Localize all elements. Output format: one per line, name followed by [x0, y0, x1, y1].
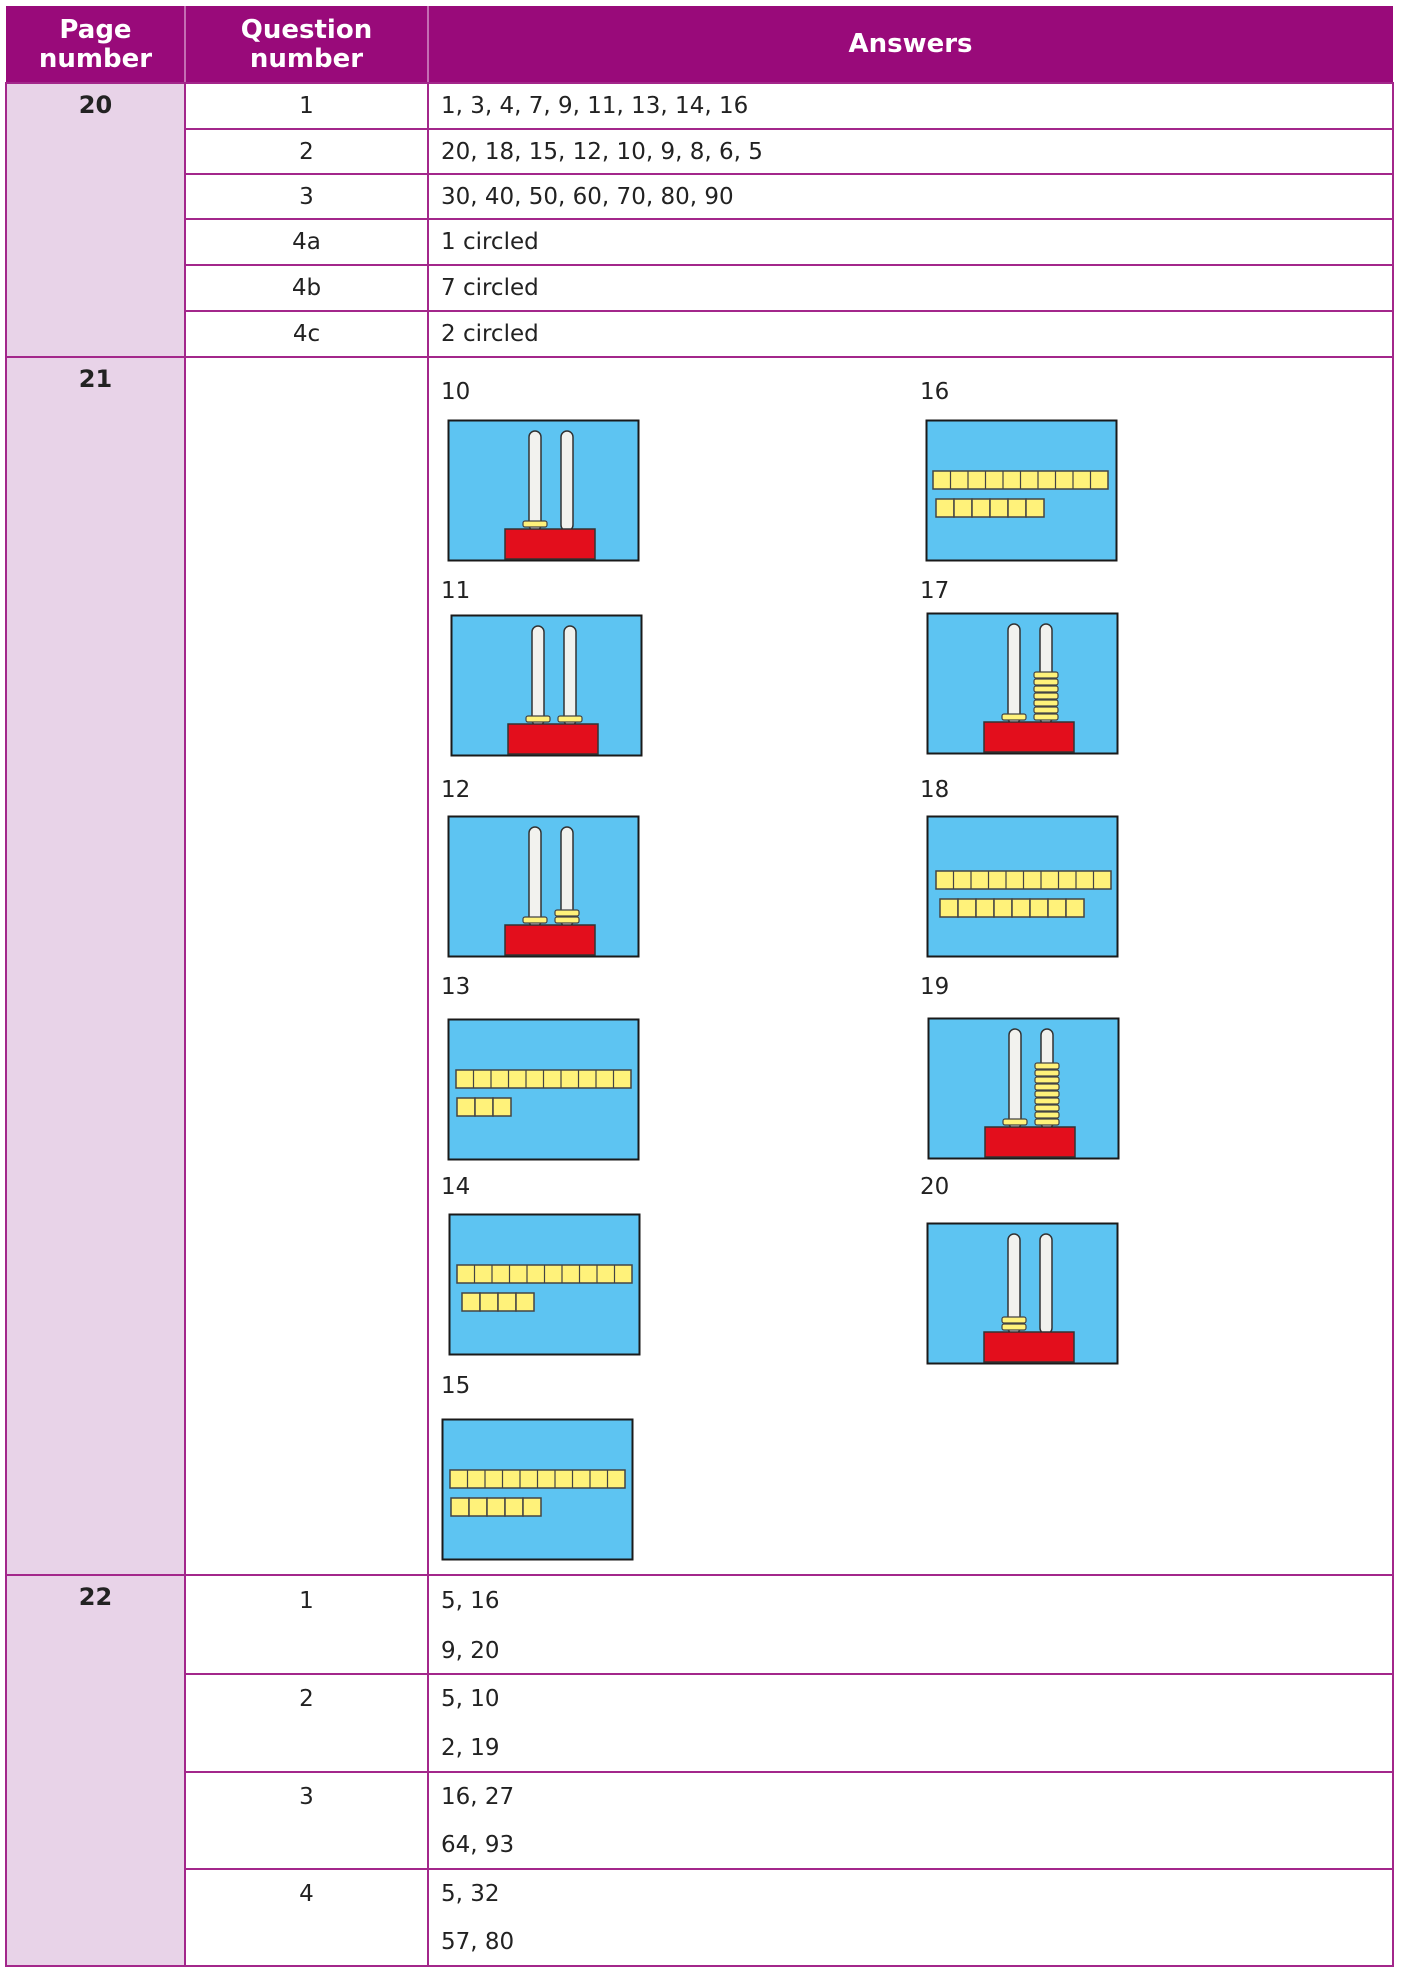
page-column-background	[6, 83, 185, 1966]
border	[184, 1868, 1394, 1870]
question-number: 3	[299, 1784, 314, 1810]
figure-label: 20	[920, 1174, 950, 1200]
question-number: 1	[299, 93, 314, 119]
border	[5, 1965, 1394, 1967]
figure-label: 11	[441, 578, 471, 604]
page-number: 21	[78, 365, 113, 393]
border	[184, 1771, 1394, 1773]
border	[427, 83, 429, 1967]
header-cell: Answers	[848, 29, 973, 59]
figure-label: 15	[441, 1373, 471, 1399]
figure-label: 19	[920, 974, 950, 1000]
answer: 5, 16	[441, 1588, 500, 1614]
page-number: 20	[78, 91, 113, 119]
question-number: 4c	[292, 321, 321, 347]
answer: 7 circled	[441, 275, 539, 301]
header-divider	[427, 6, 429, 83]
border	[184, 310, 1394, 312]
header-cell: Page number	[38, 14, 153, 74]
question-number: 4b	[291, 275, 322, 301]
question-number: 2	[299, 139, 314, 165]
answer: 1 circled	[441, 229, 539, 255]
answer: 2, 19	[441, 1735, 500, 1761]
header-background	[6, 6, 1393, 83]
answer: 9, 20	[441, 1638, 500, 1664]
question-number: 2	[299, 1686, 314, 1712]
border	[184, 173, 1394, 175]
figure-label: 18	[920, 777, 950, 803]
abacus-figure	[926, 1222, 1119, 1365]
border	[184, 264, 1394, 266]
border	[1392, 83, 1394, 1967]
answer: 16, 27	[441, 1784, 515, 1810]
abacus-figure	[447, 815, 640, 958]
border	[5, 1574, 1394, 1576]
header-cell: Question number	[240, 14, 373, 74]
figure-label: 17	[920, 578, 950, 604]
question-number: 4a	[292, 229, 321, 255]
answer: 64, 93	[441, 1832, 515, 1858]
abacus-figure	[450, 614, 643, 757]
answer: 30, 40, 50, 60, 70, 80, 90	[441, 184, 734, 210]
abacus-figure	[926, 612, 1119, 755]
blocks-figure	[925, 419, 1118, 562]
figure-label: 14	[441, 1174, 471, 1200]
border	[184, 128, 1394, 130]
blocks-figure	[441, 1418, 634, 1561]
question-number: 4	[299, 1881, 314, 1907]
abacus-figure	[927, 1017, 1120, 1160]
answer: 2 circled	[441, 321, 539, 347]
border	[184, 1673, 1394, 1675]
blocks-figure	[447, 1018, 640, 1161]
figure-label: 16	[920, 379, 950, 405]
border	[184, 218, 1394, 220]
figure-label: 10	[441, 379, 471, 405]
answer: 57, 80	[441, 1929, 515, 1955]
answer: 5, 32	[441, 1881, 500, 1907]
answer: 5, 10	[441, 1686, 500, 1712]
question-number: 1	[299, 1588, 314, 1614]
border	[5, 82, 1394, 84]
header-divider	[184, 6, 186, 83]
abacus-figure	[447, 419, 640, 562]
figure-label: 12	[441, 777, 471, 803]
answer: 1, 3, 4, 7, 9, 11, 13, 14, 16	[441, 93, 749, 119]
blocks-figure	[448, 1213, 641, 1356]
figure-label: 13	[441, 974, 471, 1000]
page-number: 22	[78, 1583, 113, 1611]
border	[5, 356, 1394, 358]
border	[5, 83, 7, 1967]
question-number: 3	[299, 184, 314, 210]
answer: 20, 18, 15, 12, 10, 9, 8, 6, 5	[441, 139, 763, 165]
blocks-figure	[926, 815, 1119, 958]
border	[184, 83, 186, 1967]
